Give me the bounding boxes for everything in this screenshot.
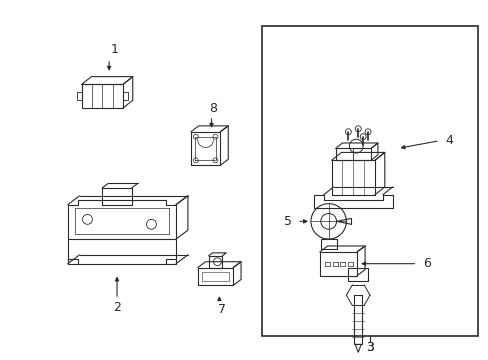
Text: 3: 3 <box>366 341 373 354</box>
Text: 1: 1 <box>111 42 119 55</box>
Text: 3: 3 <box>366 341 373 354</box>
Bar <box>261 26 477 336</box>
Text: 5: 5 <box>284 215 292 228</box>
Text: 6: 6 <box>422 257 430 270</box>
Text: 8: 8 <box>209 102 217 114</box>
Text: 2: 2 <box>113 301 121 315</box>
Text: 4: 4 <box>445 134 453 147</box>
Text: 7: 7 <box>218 303 226 316</box>
